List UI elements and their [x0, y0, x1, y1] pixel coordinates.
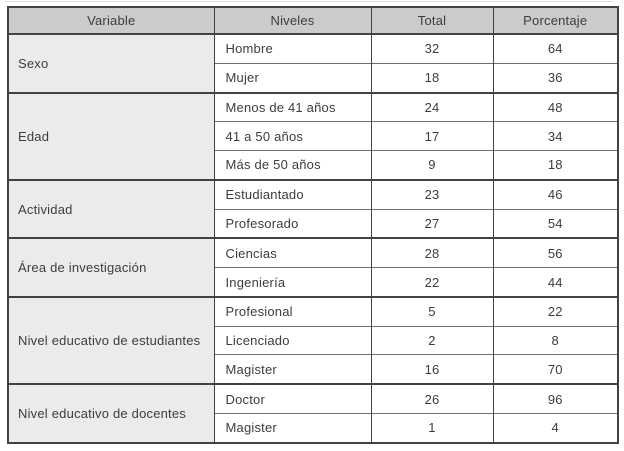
nivel-cell: Profesorado — [213, 208, 372, 239]
header-row: Variable Niveles Total Porcentaje — [7, 6, 619, 35]
nivel-cell: Mujer — [213, 62, 372, 93]
variable-cell: Nivel educativo de estudiantes — [7, 296, 215, 386]
total-cell: 9 — [370, 149, 494, 180]
nivel-cell: Licenciado — [213, 325, 372, 355]
table-row: Mujer 18 36 — [8, 62, 619, 93]
page-edge-line — [5, 1, 613, 2]
table-row: Ingeniería 22 44 — [8, 267, 619, 298]
table-row: Edad Menos de 41 años 24 48 — [7, 91, 619, 181]
nivel-cell: Doctor — [213, 383, 372, 414]
table-row: Más de 50 años 9 18 — [8, 149, 619, 180]
total-cell: 24 — [370, 91, 494, 122]
total-cell: 27 — [370, 208, 494, 239]
table-row: Profesorado 27 54 — [8, 208, 619, 239]
column-header-niveles: Niveles — [213, 6, 372, 35]
total-cell: 26 — [370, 383, 494, 414]
porcentaje-cell: 56 — [492, 237, 619, 268]
table-row: Magister 1 4 — [8, 412, 619, 443]
porcentaje-cell: 22 — [492, 296, 619, 327]
porcentaje-cell: 4 — [492, 412, 619, 443]
porcentaje-cell: 44 — [492, 267, 619, 298]
porcentaje-cell: 48 — [492, 91, 619, 122]
porcentaje-cell: 70 — [492, 354, 619, 385]
column-header-porcentaje: Porcentaje — [492, 6, 619, 35]
table-row: Nivel educativo de estudiantes Profesiona… — [7, 296, 619, 386]
table-row: Área de investigación Ciencias 28 56 — [7, 237, 619, 299]
porcentaje-cell: 8 — [492, 325, 619, 355]
table-body: Sexo Hombre 32 64 Mujer 18 36 Edad Menos de 41 a… — [7, 32, 619, 444]
variable-cell: Edad — [7, 91, 215, 181]
nivel-cell: 41 a 50 años — [213, 121, 372, 151]
porcentaje-cell: 34 — [492, 121, 619, 151]
total-cell: 28 — [370, 237, 494, 268]
nivel-cell: Ciencias — [213, 237, 372, 268]
nivel-cell: Ingeniería — [213, 267, 372, 298]
porcentaje-cell: 64 — [492, 32, 619, 64]
porcentaje-cell: 36 — [492, 62, 619, 93]
total-cell: 2 — [370, 325, 494, 355]
total-cell: 1 — [370, 412, 494, 443]
nivel-cell: Magister — [213, 412, 372, 443]
variable-cell: Sexo — [7, 33, 215, 94]
total-cell: 23 — [370, 178, 494, 210]
nivel-cell: Magister — [213, 354, 372, 385]
porcentaje-cell: 96 — [492, 383, 619, 414]
table-row: Sexo Hombre 32 64 — [7, 32, 619, 94]
total-cell: 5 — [370, 296, 494, 327]
porcentaje-cell: 54 — [492, 208, 619, 239]
demographics-table: Variable Niveles Total Porcentaje Sexo Ho… — [7, 6, 619, 444]
nivel-cell: Estudiantado — [213, 178, 372, 210]
variable-cell: Área de investigación — [7, 237, 215, 299]
column-header-total: Total — [370, 6, 494, 35]
total-cell: 18 — [370, 62, 494, 93]
nivel-cell: Hombre — [213, 32, 372, 64]
table-container: Variable Niveles Total Porcentaje Sexo Ho… — [7, 6, 619, 444]
table-row: 41 a 50 años 17 34 — [8, 121, 619, 151]
table-row: Licenciado 2 8 — [8, 325, 619, 355]
total-cell: 22 — [370, 267, 494, 298]
column-header-variable: Variable — [7, 6, 215, 35]
porcentaje-cell: 18 — [492, 149, 619, 180]
nivel-cell: Profesional — [213, 296, 372, 327]
table-row: Magister 16 70 — [8, 354, 619, 385]
nivel-cell: Menos de 41 años — [213, 91, 372, 122]
table-header: Variable Niveles Total Porcentaje — [7, 6, 619, 35]
total-cell: 32 — [370, 32, 494, 64]
total-cell: 17 — [370, 121, 494, 151]
porcentaje-cell: 46 — [492, 178, 619, 210]
total-cell: 16 — [370, 354, 494, 385]
table-row: Nivel educativo de docentes Doctor 26 96 — [7, 383, 619, 444]
variable-cell: Nivel educativo de docentes — [7, 383, 215, 444]
nivel-cell: Más de 50 años — [213, 149, 372, 180]
variable-cell: Actividad — [7, 178, 215, 240]
table-row: Actividad Estudiantado 23 46 — [7, 178, 619, 240]
